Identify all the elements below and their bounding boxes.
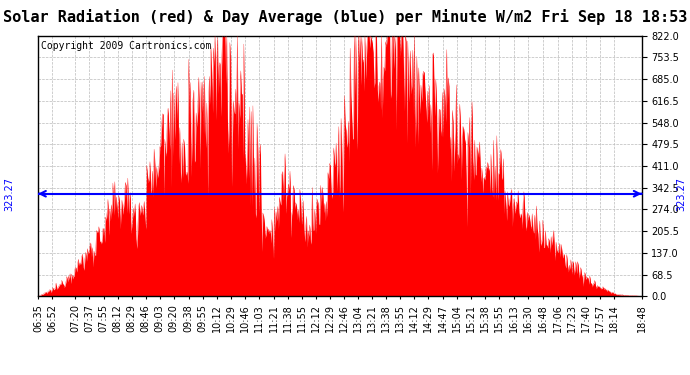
Text: 323.27: 323.27	[4, 177, 14, 211]
Text: 323.27: 323.27	[676, 177, 686, 211]
Text: Solar Radiation (red) & Day Average (blue) per Minute W/m2 Fri Sep 18 18:53: Solar Radiation (red) & Day Average (blu…	[3, 9, 687, 26]
Text: Copyright 2009 Cartronics.com: Copyright 2009 Cartronics.com	[41, 41, 211, 51]
